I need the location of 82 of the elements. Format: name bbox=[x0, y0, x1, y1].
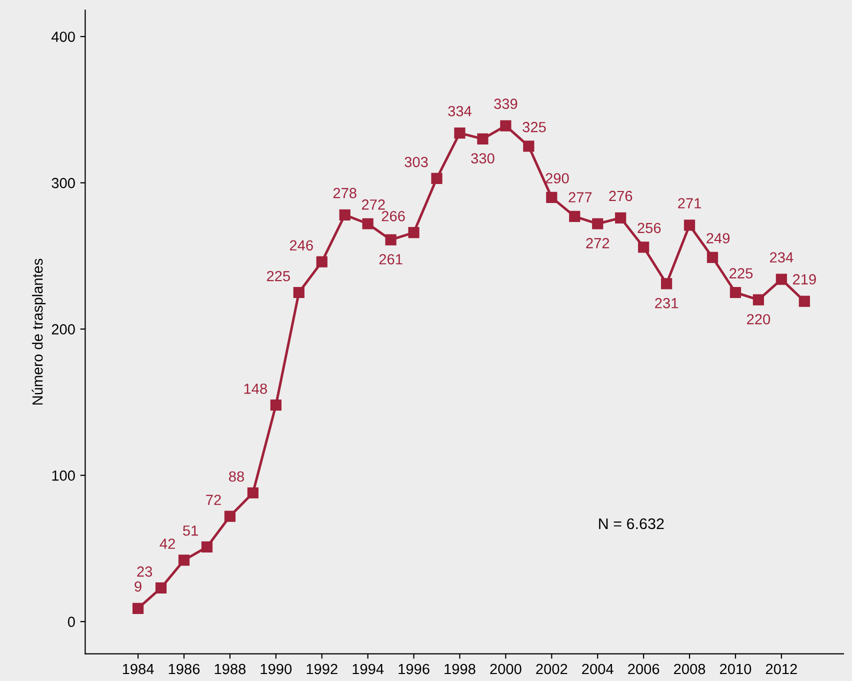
x-tick-label: 1988 bbox=[214, 664, 246, 674]
y-tick-label: 100 bbox=[52, 470, 75, 481]
point bbox=[546, 192, 558, 203]
point bbox=[776, 274, 787, 285]
data-label: 231 bbox=[655, 298, 678, 308]
y-tick-label: 0 bbox=[68, 616, 75, 628]
data-label: 23 bbox=[137, 566, 152, 577]
point bbox=[706, 252, 718, 263]
data-label: 51 bbox=[183, 526, 198, 536]
data-label: 256 bbox=[638, 222, 661, 234]
y-tick-label: 200 bbox=[52, 324, 75, 334]
point bbox=[293, 286, 304, 298]
data-label: 261 bbox=[379, 254, 402, 264]
data-label: 276 bbox=[609, 190, 632, 202]
point bbox=[454, 128, 466, 139]
x-tick-label: 2008 bbox=[674, 664, 706, 674]
point bbox=[752, 294, 764, 306]
data-label: 272 bbox=[586, 238, 610, 248]
data-label: 72 bbox=[206, 494, 221, 505]
point bbox=[132, 602, 144, 614]
x-tick-label: 1984 bbox=[122, 664, 154, 674]
x-tick-label: 2004 bbox=[582, 664, 614, 674]
data-label: 272 bbox=[362, 199, 385, 210]
data-label: 325 bbox=[522, 122, 546, 132]
data-label: 277 bbox=[568, 192, 592, 202]
x-tick-label: 2010 bbox=[720, 664, 752, 674]
data-label: 249 bbox=[706, 233, 730, 244]
data-label: 9 bbox=[134, 581, 142, 592]
data-label: 88 bbox=[229, 471, 244, 482]
point bbox=[408, 226, 420, 238]
data-label: 334 bbox=[448, 106, 472, 116]
point bbox=[201, 541, 213, 553]
x-tick-label: 1990 bbox=[260, 664, 292, 674]
data-label: 290 bbox=[546, 173, 569, 184]
data-label: 339 bbox=[494, 98, 518, 109]
point bbox=[270, 400, 282, 411]
point bbox=[155, 582, 167, 594]
point bbox=[477, 133, 488, 144]
point bbox=[385, 234, 396, 246]
data-label: 220 bbox=[747, 314, 770, 324]
data-label: 271 bbox=[678, 198, 701, 208]
x-tick-label: 1992 bbox=[306, 664, 338, 674]
point bbox=[592, 218, 604, 230]
point bbox=[660, 278, 672, 290]
x-tick-label: 2006 bbox=[628, 664, 660, 674]
point bbox=[247, 487, 258, 498]
data-label: 42 bbox=[160, 538, 175, 549]
data-label: 225 bbox=[266, 270, 290, 282]
x-tick-label: 2012 bbox=[766, 664, 797, 674]
data-label: 246 bbox=[290, 240, 313, 251]
point bbox=[339, 209, 350, 221]
point bbox=[798, 296, 810, 307]
point bbox=[638, 242, 650, 253]
y-tick-label: 300 bbox=[52, 178, 75, 188]
annotation: N = 6.632 bbox=[599, 518, 664, 530]
data-label: 225 bbox=[730, 268, 753, 279]
data-label: 266 bbox=[382, 210, 405, 222]
point bbox=[178, 554, 190, 566]
data-label: 219 bbox=[792, 274, 816, 284]
x-tick-label: 1998 bbox=[444, 664, 476, 674]
point bbox=[569, 210, 580, 222]
point bbox=[523, 140, 534, 152]
point bbox=[362, 218, 374, 230]
x-tick-label: 1996 bbox=[398, 664, 430, 674]
x-tick-label: 1986 bbox=[168, 664, 200, 674]
data-label: 278 bbox=[333, 188, 356, 198]
point bbox=[730, 286, 742, 298]
point bbox=[316, 256, 328, 268]
x-tick-label: 2000 bbox=[490, 664, 522, 674]
point bbox=[224, 510, 236, 522]
data-label: 234 bbox=[770, 252, 794, 263]
point bbox=[684, 220, 696, 231]
data-label: 330 bbox=[471, 153, 494, 164]
x-tick-label: 1994 bbox=[352, 664, 384, 674]
x-tick-label: 2002 bbox=[536, 664, 568, 674]
point bbox=[431, 172, 442, 184]
point bbox=[615, 212, 626, 224]
point bbox=[500, 120, 512, 132]
y-axis-title: Número de trasplantes bbox=[32, 258, 46, 405]
y-tick-label: 400 bbox=[51, 32, 75, 42]
data-label: 148 bbox=[244, 384, 267, 394]
data-label: 303 bbox=[404, 156, 428, 168]
